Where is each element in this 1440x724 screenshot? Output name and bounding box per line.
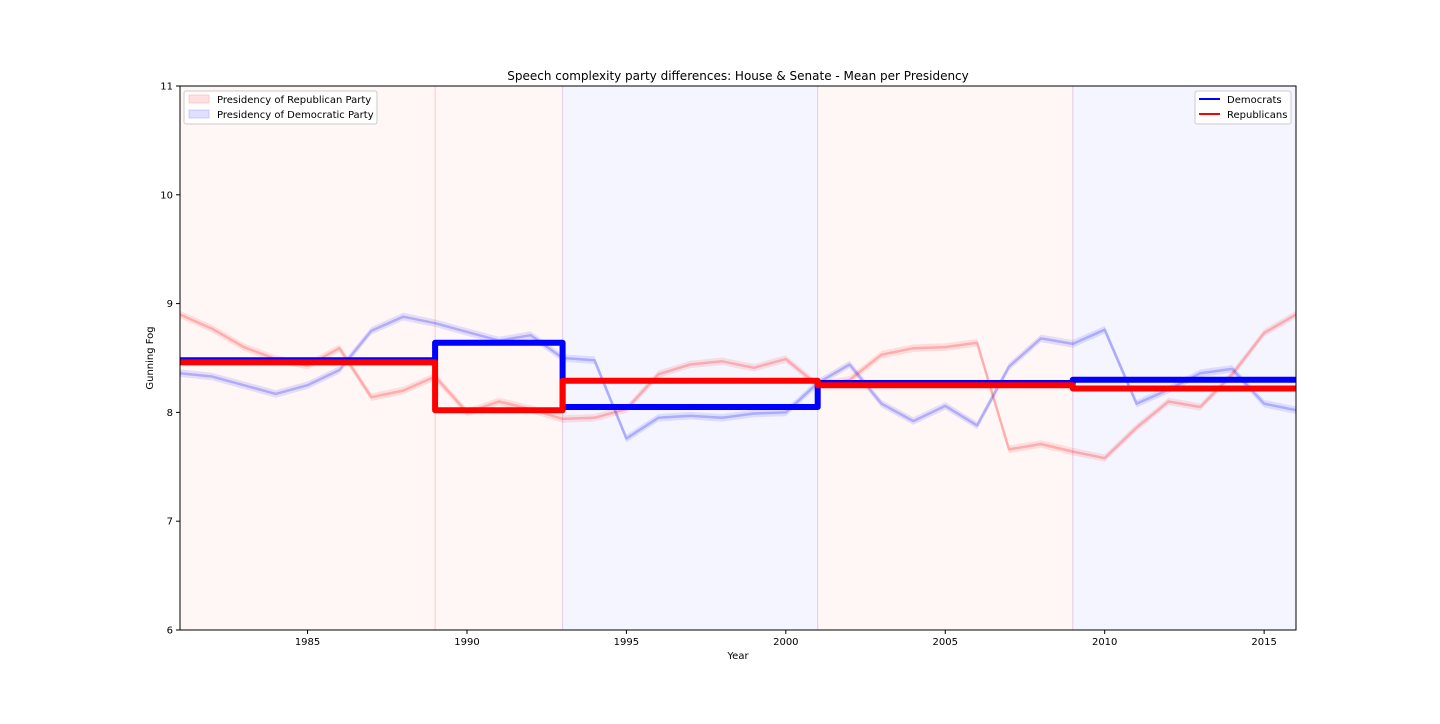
presidency-shading bbox=[179, 85, 1297, 631]
band-democrats bbox=[180, 312, 1296, 443]
y-axis-ticks: 6 7 8 9 10 11 bbox=[160, 82, 180, 637]
yearly-line-republicans bbox=[179, 313, 1297, 460]
shading-legend-box bbox=[183, 90, 378, 125]
y-tick-label-6: 6 bbox=[167, 626, 173, 637]
y-tick-label-11: 11 bbox=[160, 82, 173, 93]
legend-label-democratic-presidency: Presidency of Democratic Party bbox=[217, 110, 374, 121]
x-axis-label: Year bbox=[726, 651, 749, 662]
chart-title: Speech complexity party differences: Hou… bbox=[507, 69, 969, 83]
yearly-confidence-bands bbox=[180, 310, 1296, 462]
y-tick-label-7: 7 bbox=[167, 517, 173, 528]
y-tick-label-8: 8 bbox=[167, 408, 173, 419]
legend-label-republican-presidency: Presidency of Republican Party bbox=[217, 95, 371, 106]
x-tick-label-2000: 2000 bbox=[773, 637, 798, 648]
presidency-band-4-democratic bbox=[1072, 85, 1297, 631]
presidency-band-1-republican bbox=[434, 85, 564, 631]
x-axis-ticks: 1985 1990 1995 2000 2005 2010 2015 bbox=[295, 630, 1277, 648]
x-tick-label-2005: 2005 bbox=[933, 637, 958, 648]
x-tick-label-2015: 2015 bbox=[1251, 637, 1276, 648]
y-tick-label-9: 9 bbox=[167, 299, 173, 310]
x-tick-label-1985: 1985 bbox=[295, 637, 320, 648]
yearly-lines bbox=[179, 313, 1297, 460]
legend-label-republicans: Republicans bbox=[1227, 110, 1287, 121]
line-legend: Democrats Republicans bbox=[1194, 90, 1292, 125]
y-tick-label-10: 10 bbox=[160, 190, 173, 201]
yearly-line-democrats bbox=[179, 315, 1297, 440]
x-tick-label-2010: 2010 bbox=[1092, 637, 1117, 648]
legend-label-democrats: Democrats bbox=[1227, 95, 1282, 106]
x-tick-label-1990: 1990 bbox=[454, 637, 479, 648]
presidency-mean-steps bbox=[180, 339, 1296, 414]
legend-swatch-democratic-presidency bbox=[188, 109, 210, 119]
mean-step-line-republicans bbox=[180, 359, 1296, 414]
mean-step-line-democrats bbox=[180, 339, 1296, 410]
shading-legend: Presidency of Republican Party Presidenc… bbox=[183, 90, 378, 125]
plot-frame bbox=[179, 85, 1297, 631]
legend-swatch-republican-presidency bbox=[188, 94, 210, 104]
y-axis-label: Gunning Fog bbox=[145, 326, 156, 389]
x-tick-label-1995: 1995 bbox=[614, 637, 639, 648]
presidency-band-3-republican bbox=[817, 85, 1074, 631]
